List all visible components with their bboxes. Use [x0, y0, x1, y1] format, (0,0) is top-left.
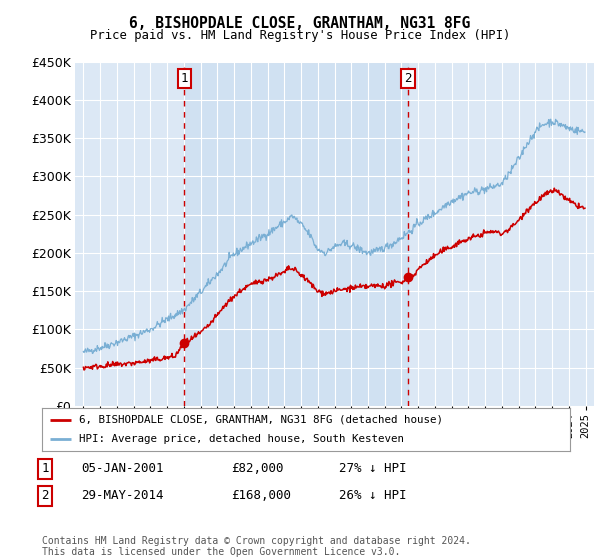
Text: 29-MAY-2014: 29-MAY-2014: [81, 489, 163, 502]
Text: Contains HM Land Registry data © Crown copyright and database right 2024.
This d: Contains HM Land Registry data © Crown c…: [42, 535, 471, 557]
Text: 27% ↓ HPI: 27% ↓ HPI: [339, 462, 407, 475]
Text: 6, BISHOPDALE CLOSE, GRANTHAM, NG31 8FG (detached house): 6, BISHOPDALE CLOSE, GRANTHAM, NG31 8FG …: [79, 415, 443, 424]
Text: 2: 2: [404, 72, 412, 85]
Text: £168,000: £168,000: [231, 489, 291, 502]
Text: 1: 1: [41, 462, 49, 475]
Text: Price paid vs. HM Land Registry's House Price Index (HPI): Price paid vs. HM Land Registry's House …: [90, 29, 510, 42]
Text: 05-JAN-2001: 05-JAN-2001: [81, 462, 163, 475]
Text: 6, BISHOPDALE CLOSE, GRANTHAM, NG31 8FG: 6, BISHOPDALE CLOSE, GRANTHAM, NG31 8FG: [130, 16, 470, 31]
Text: £82,000: £82,000: [231, 462, 284, 475]
Text: 26% ↓ HPI: 26% ↓ HPI: [339, 489, 407, 502]
Text: 2: 2: [41, 489, 49, 502]
Text: HPI: Average price, detached house, South Kesteven: HPI: Average price, detached house, Sout…: [79, 435, 404, 444]
Text: 1: 1: [181, 72, 188, 85]
Bar: [184, 62, 409, 406]
